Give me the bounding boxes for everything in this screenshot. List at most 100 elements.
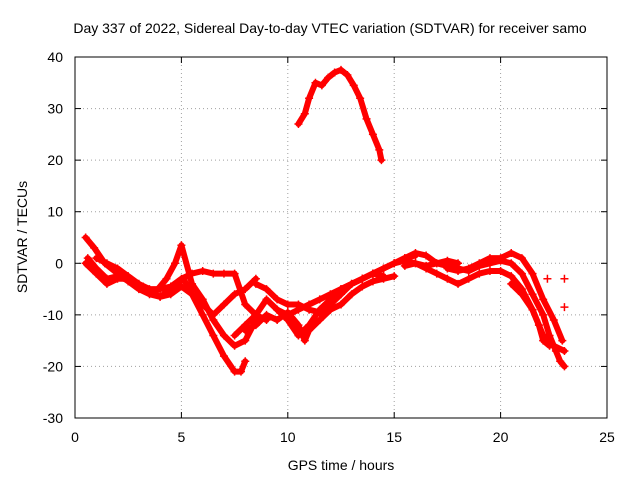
data-point: [219, 331, 228, 340]
data-point: [92, 254, 101, 263]
data-point: [300, 336, 309, 345]
data-point: [241, 300, 250, 309]
stray-point: [560, 274, 569, 283]
data-point: [305, 300, 314, 309]
data-point: [507, 248, 516, 257]
data-point: [539, 295, 548, 304]
data-point: [379, 264, 388, 273]
data-point: [294, 120, 303, 129]
data-point: [124, 272, 133, 281]
data-point: [539, 310, 548, 319]
data-point: [305, 326, 314, 335]
tick-marks: 0 5 10 15 20 25 -30 -20 -10 0 10 20 30 40: [43, 49, 615, 445]
data-point: [422, 264, 431, 273]
x-tick-label: 0: [71, 429, 79, 445]
data-point: [326, 305, 335, 314]
data-point: [349, 81, 358, 90]
data-point: [241, 326, 250, 335]
data-point: [464, 264, 473, 273]
x-tick-label: 15: [386, 429, 402, 445]
data-point: [283, 300, 292, 309]
data-point: [198, 267, 207, 276]
data-point: [177, 282, 186, 291]
y-tick-label: 10: [47, 204, 63, 220]
data-point: [377, 156, 386, 165]
data-point: [113, 264, 122, 273]
data-point: [347, 290, 356, 299]
data-point: [230, 341, 239, 350]
data-point: [496, 254, 505, 263]
data-point: [475, 259, 484, 268]
data-point: [443, 274, 452, 283]
data-point: [347, 279, 356, 288]
data-point: [171, 259, 180, 268]
stray-point: [560, 303, 569, 312]
data-point: [507, 259, 516, 268]
series-arc-l: [508, 280, 553, 349]
data-point: [528, 290, 537, 299]
y-tick-label: -30: [43, 410, 63, 426]
data-point: [188, 290, 197, 299]
y-tick-label: 20: [47, 152, 63, 168]
data-point: [400, 261, 409, 270]
data-point: [485, 267, 494, 276]
data-point: [90, 243, 99, 252]
data-point: [454, 267, 463, 276]
data-point: [464, 274, 473, 283]
data-point: [315, 316, 324, 325]
data-point: [262, 295, 271, 304]
x-tick-label: 10: [280, 429, 296, 445]
data-point: [485, 254, 494, 263]
data-point: [209, 310, 218, 319]
data-point: [317, 81, 326, 90]
data-point: [156, 292, 165, 301]
data-point: [343, 71, 352, 80]
data-point: [219, 352, 228, 361]
data-point: [81, 233, 90, 242]
grid-lines: [75, 57, 607, 418]
data-point: [517, 254, 526, 263]
data-points: [81, 65, 569, 376]
data-point: [330, 68, 339, 77]
data-point: [219, 300, 228, 309]
data-point: [560, 346, 569, 355]
data-point: [337, 285, 345, 294]
data-point: [251, 279, 260, 288]
plot-frame: [74, 56, 608, 419]
data-point: [241, 357, 250, 366]
data-point: [558, 336, 567, 345]
data-point: [177, 241, 186, 250]
data-point: [517, 269, 526, 278]
y-tick-label: 30: [47, 101, 63, 117]
data-point: [273, 295, 282, 304]
data-point: [315, 305, 324, 314]
data-point: [198, 310, 207, 319]
data-point: [241, 336, 250, 345]
data-point: [236, 367, 245, 376]
data-point: [134, 279, 143, 288]
data-point: [432, 259, 441, 268]
data-point: [305, 94, 314, 103]
data-point: [188, 269, 197, 278]
data-point: [507, 279, 516, 288]
data-point: [496, 267, 505, 276]
data-point: [534, 321, 543, 330]
data-point: [422, 251, 431, 260]
data-point: [400, 254, 409, 263]
data-point: [326, 290, 335, 299]
data-point: [166, 290, 175, 299]
data-point: [92, 269, 101, 278]
data-point: [324, 73, 333, 82]
data-point: [283, 310, 292, 319]
series-arc-d: [93, 255, 259, 318]
data-point: [507, 272, 516, 281]
data-point: [528, 269, 537, 278]
data-point: [368, 277, 377, 286]
data-point: [560, 362, 569, 371]
data-point: [230, 290, 239, 299]
data-point: [251, 310, 260, 319]
data-point: [432, 269, 441, 278]
data-point: [83, 254, 92, 263]
data-point: [411, 248, 420, 257]
